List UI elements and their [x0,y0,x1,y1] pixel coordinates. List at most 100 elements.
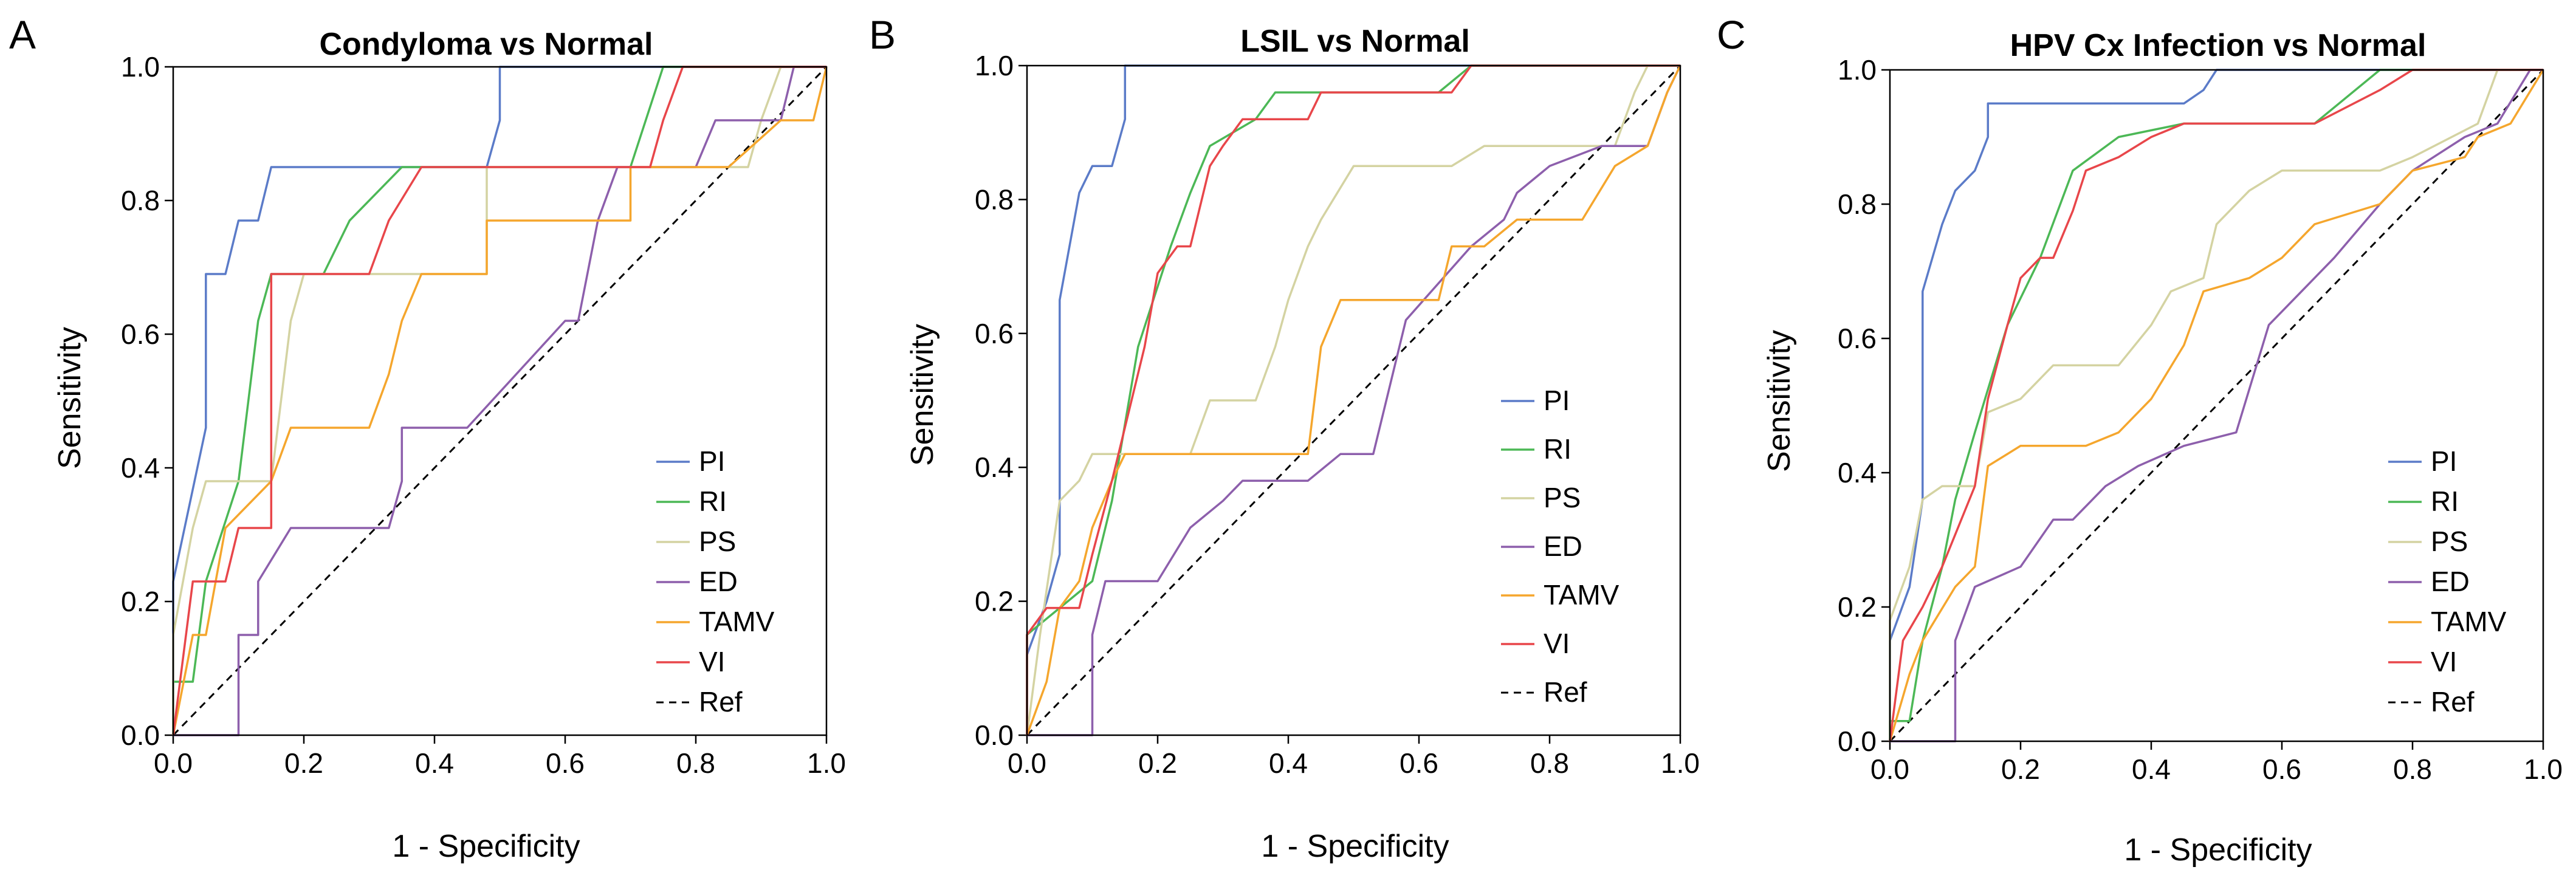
x-tick-label: 0.0 [154,747,193,779]
x-tick-label: 0.8 [676,747,715,779]
y-tick-label: 0.2 [975,586,1014,617]
x-axis-label: 1 - Specificity [2124,832,2312,868]
series-vi-line [1026,64,1680,735]
series-tamv-line [1026,65,1681,736]
x-tick-label: 1.0 [2524,753,2563,785]
panel-letter: C [1717,12,1746,57]
y-ticks: 0.0 0.2 0.4 0.6 0.8 1.0 [975,50,1027,751]
panel-b: B LSIL vs Normal 1 - Specificity Sensiti… [869,12,1700,864]
legend-label-ps: PS [1544,482,1581,513]
legend-label-pi: PI [2431,445,2457,477]
x-tick-label: 0.2 [284,747,323,779]
x-axis-label: 1 - Specificity [1261,829,1449,864]
plot-frame [1026,64,1681,736]
series-ps-line [1889,69,2543,741]
panel-a: A Condyloma vs Normal 1 - Specificity Se… [9,12,846,864]
x-ticks: 0.0 0.2 0.4 0.6 0.8 1.0 [154,735,846,779]
y-tick-label: 0.2 [121,586,160,617]
y-tick-label: 0.4 [121,452,160,484]
y-tick-label: 0.2 [1838,591,1877,623]
x-axis-label: 1 - Specificity [392,829,580,864]
series-pi-line [172,66,826,735]
panel-letter: A [9,12,36,57]
y-tick-label: 0.6 [975,318,1014,349]
legend-label-ref: Ref [699,686,743,718]
panel-letter: B [869,12,896,57]
y-tick-label: 0.4 [1838,457,1877,488]
plot-area [1026,64,1681,736]
legend-label-ri: RI [699,485,727,517]
y-tick-label: 1.0 [975,50,1014,81]
legend-label-ref: Ref [2431,686,2475,718]
y-tick-label: 0.8 [975,183,1014,215]
x-tick-label: 0.6 [546,747,585,779]
legend-label-tamv: TAMV [699,606,775,637]
legend-label-vi: VI [699,646,725,677]
legend-label-tamv: TAMV [1544,579,1619,611]
y-tick-label: 0.8 [1838,188,1877,220]
legend: PI RI PS ED TAMV VI Ref [2388,445,2507,718]
legend-label-ed: ED [2431,566,2470,597]
x-ticks: 0.0 0.2 0.4 0.6 0.8 1.0 [1008,735,1700,779]
legend-label-ri: RI [1544,433,1571,465]
x-tick-label: 0.8 [1530,747,1569,779]
legend-label-pi: PI [699,445,725,477]
x-tick-label: 1.0 [807,747,846,779]
series-vi-line [1889,69,2543,742]
legend-label-ed: ED [699,566,738,597]
series-pi-line [1889,69,2543,741]
series-ref-line [172,66,828,736]
series-ed-line [1890,69,2543,742]
plot-frame [1889,69,2544,742]
panel-c: C HPV Cx Infection vs Normal 1 - Specifi… [1717,12,2563,868]
y-tick-label: 0.0 [975,719,1014,751]
series-tamv-line [1889,69,2544,742]
x-ticks: 0.0 0.2 0.4 0.6 0.8 1.0 [1870,741,2563,785]
plot-area [1889,69,2544,742]
y-tick-label: 1.0 [1838,54,1877,86]
chart-title: LSIL vs Normal [1240,24,1470,59]
y-tick-label: 0.8 [121,185,160,216]
y-tick-label: 0.0 [1838,725,1877,757]
series-ref-line [1889,69,2544,742]
legend-label-ref: Ref [1544,676,1587,708]
y-axis-label: Sensitivity [52,327,88,469]
x-tick-label: 0.4 [415,747,454,779]
series-pi-line [1026,64,1680,735]
chart-title: Condyloma vs Normal [319,27,653,62]
chart-title: HPV Cx Infection vs Normal [2010,28,2427,63]
series-tamv-line [172,66,828,736]
plot-area [172,66,828,736]
legend-label-pi: PI [1544,385,1570,416]
y-tick-label: 0.6 [1838,323,1877,354]
x-tick-label: 0.6 [1400,747,1438,779]
plot-frame [172,66,828,736]
y-tick-label: 0.4 [975,451,1014,483]
legend-label-vi: VI [1544,628,1570,659]
x-tick-label: 0.4 [1269,747,1308,779]
series-ed-line [173,66,826,736]
y-tick-label: 0.0 [121,719,160,751]
series-ed-line [1027,65,1681,736]
y-tick-label: 0.6 [121,318,160,350]
legend-label-ri: RI [2431,485,2459,517]
series-ref-line [1026,64,1681,736]
legend-label-ps: PS [699,526,736,557]
y-tick-label: 1.0 [121,51,160,83]
legend-label-vi: VI [2431,646,2457,677]
legend-label-ed: ED [1544,530,1582,562]
x-tick-label: 0.0 [1008,747,1046,779]
y-ticks: 0.0 0.2 0.4 0.6 0.8 1.0 [121,51,173,751]
x-tick-label: 0.4 [2132,753,2171,785]
legend: PI RI PS ED TAMV VI Ref [1501,385,1619,708]
legend-label-ps: PS [2431,526,2468,557]
x-tick-label: 0.2 [2001,753,2040,785]
x-tick-label: 0.6 [2262,753,2301,785]
x-tick-label: 0.8 [2393,753,2432,785]
x-tick-label: 1.0 [1661,747,1700,779]
legend: PI RI PS ED TAMV VI Ref [656,445,775,718]
x-tick-label: 0.0 [1870,753,1909,785]
y-ticks: 0.0 0.2 0.4 0.6 0.8 1.0 [1838,54,1890,757]
x-tick-label: 0.2 [1138,747,1177,779]
